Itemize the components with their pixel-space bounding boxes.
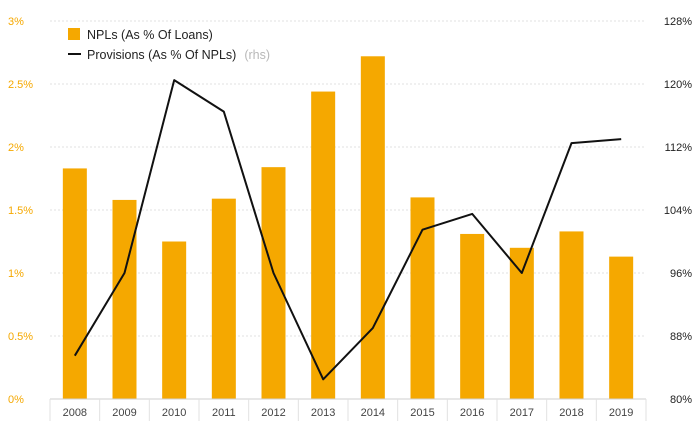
axes: 0% 0.5% 1% 1.5% 2% 2.5% 3% 80% 88% 96% 104% 112% 120…: [8, 16, 692, 421]
npl-bars: [62, 56, 634, 399]
y-right-tick-label: 88%: [670, 331, 692, 343]
legend: NPLs (As % Of Loans) Provisions (As % Of…: [68, 28, 270, 63]
x-tick-label: 2014: [361, 407, 385, 419]
npl-bar: [360, 56, 385, 399]
x-tick-label: 2013: [311, 407, 335, 419]
legend-label-provisions-name: Provisions (As % Of NPLs): [87, 48, 236, 62]
npl-bar: [62, 168, 87, 399]
y-left-tick-label: 1%: [8, 268, 24, 280]
x-tick-label: 2019: [609, 407, 633, 419]
x-tick-label: 2018: [559, 407, 583, 419]
y-right-tick-label: 112%: [665, 142, 693, 154]
npl-bar: [559, 231, 584, 399]
y-left-tick-label: 1.5%: [8, 205, 33, 217]
npl-bar: [162, 241, 187, 399]
provisions-line-group: [73, 79, 622, 381]
y-left-tick-label: 0%: [8, 394, 24, 406]
x-tick-label: 2017: [510, 407, 534, 419]
x-tick-label: 2015: [410, 407, 434, 419]
y-left-tick-label: 3%: [8, 16, 24, 28]
x-tick-label: 2008: [63, 407, 87, 419]
y-right-tick-label: 120%: [664, 79, 692, 91]
x-tick-label: 2016: [460, 407, 484, 419]
npl-bar: [311, 91, 336, 399]
legend-label-npls: NPLs (As % Of Loans): [87, 28, 213, 42]
npl-bar: [460, 233, 485, 399]
y-right-tick-label: 80%: [670, 394, 692, 406]
y-left-tick-label: 2%: [8, 142, 24, 154]
x-tick-label: 2009: [112, 407, 136, 419]
provisions-line: [73, 79, 622, 381]
legend-label-provisions-note: (rhs): [244, 48, 270, 62]
npl-bar: [112, 199, 137, 399]
npl-bar: [261, 167, 286, 399]
legend-swatch-npls: [68, 28, 80, 40]
x-tick-label: 2011: [212, 407, 236, 419]
y-right-tick-label: 104%: [664, 205, 692, 217]
legend-label-provisions: Provisions (As % Of NPLs) (rhs): [87, 46, 270, 63]
npl-bar: [211, 198, 236, 399]
x-tick-label: 2010: [162, 407, 186, 419]
y-left-tick-label: 2.5%: [8, 79, 33, 91]
gridlines: [50, 20, 646, 337]
y-left-tick-label: 0.5%: [8, 331, 33, 343]
y-right-tick-label: 128%: [664, 16, 692, 28]
y-right-tick-label: 96%: [670, 268, 692, 280]
npl-bar: [609, 256, 634, 399]
x-tick-label: 2012: [261, 407, 285, 419]
